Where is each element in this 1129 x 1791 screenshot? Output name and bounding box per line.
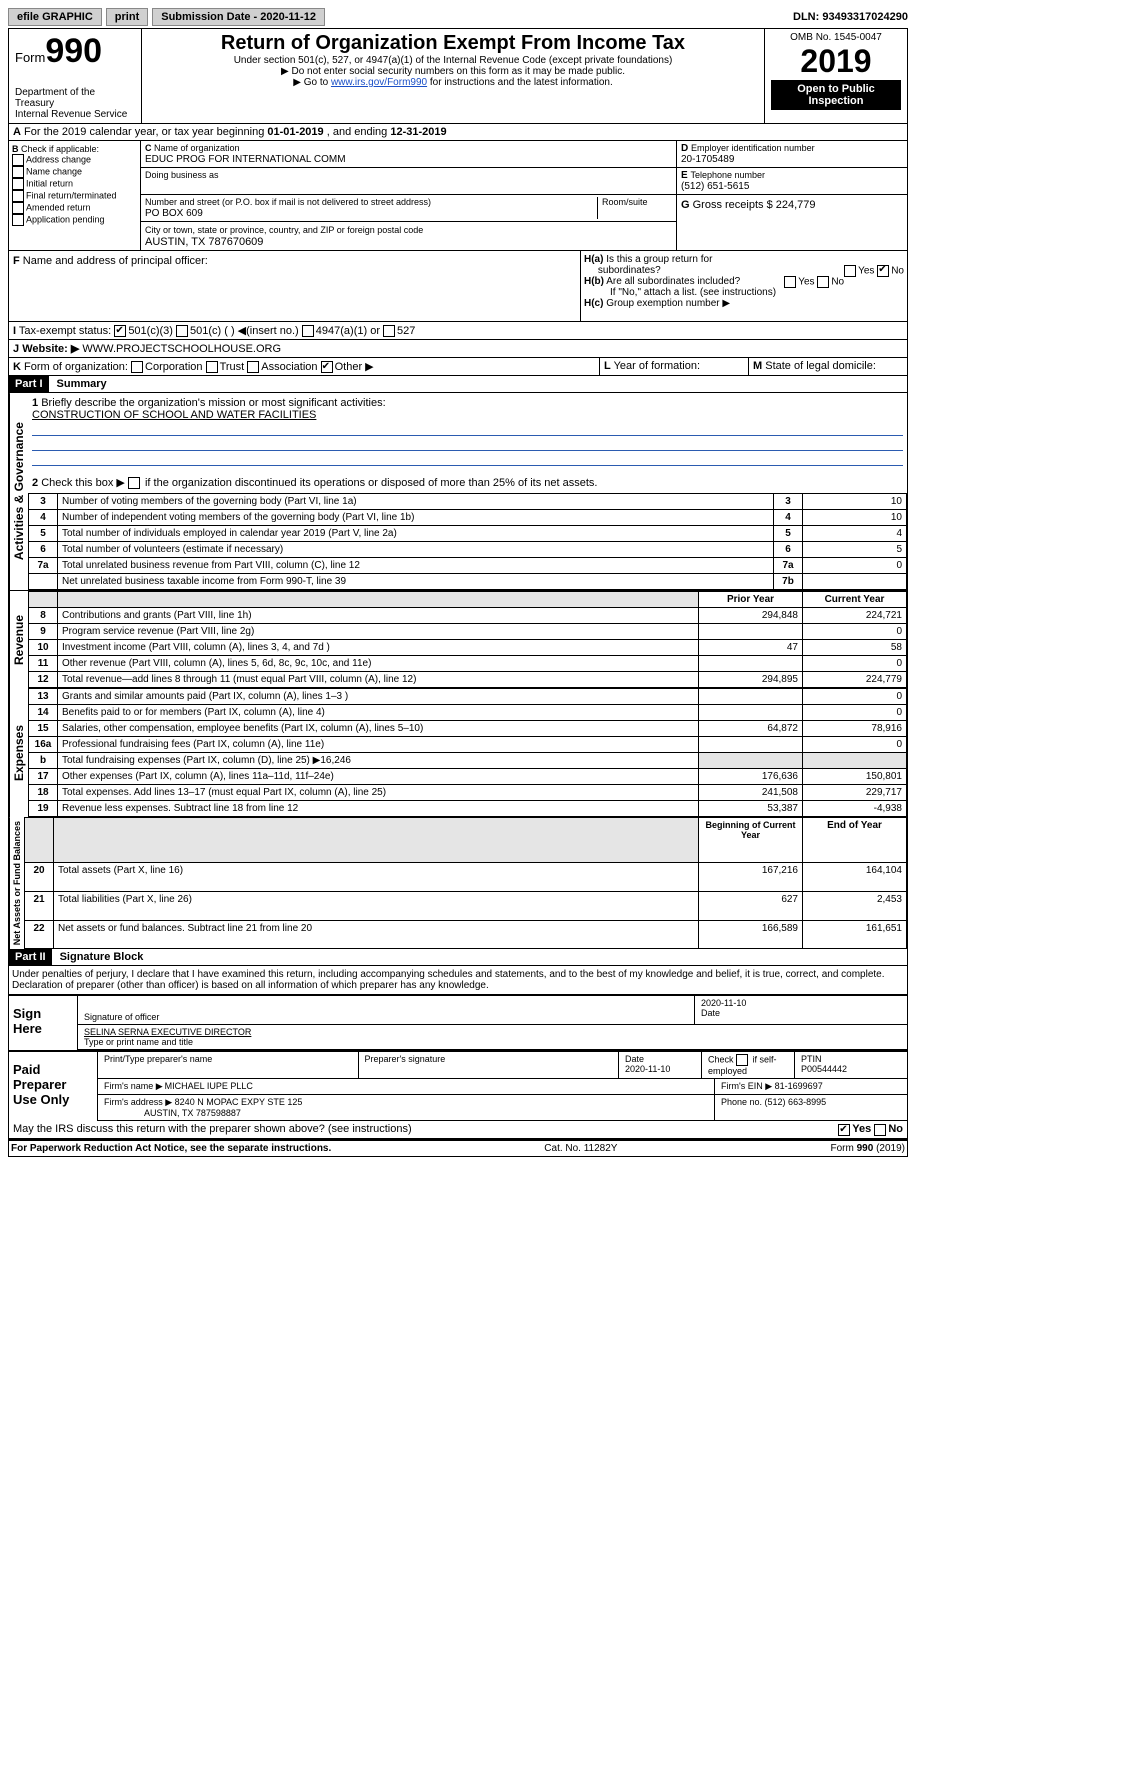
part-II-hdr: Part IISignature Block (9, 949, 907, 966)
section-BCDEFG: B Check if applicable: Address change Na… (9, 141, 907, 251)
dln: DLN: 93493317024290 (793, 11, 908, 23)
discuss-row: May the IRS discuss this return with the… (9, 1121, 907, 1138)
print-btn[interactable]: print (106, 8, 148, 26)
efile-btn[interactable]: efile GRAPHIC (8, 8, 102, 26)
hc-label: Group exemption number ▶ (606, 298, 730, 309)
col-DEG: D Employer identification number20-17054… (677, 141, 907, 250)
cb-selfemp[interactable] (736, 1054, 748, 1066)
officer-label: Name and address of principal officer: (23, 255, 208, 267)
cb-assoc[interactable] (247, 361, 259, 373)
cb-pending[interactable] (12, 214, 24, 226)
firm-name: MICHAEL IUPE PLLC (165, 1081, 253, 1091)
line-A: A For the 2019 calendar year, or tax yea… (9, 124, 907, 141)
state-label: State of legal domicile: (765, 360, 876, 372)
cb-corp[interactable] (131, 361, 143, 373)
officer-name: SELINA SERNA EXECUTIVE DIRECTOR (84, 1027, 251, 1037)
cb-initial[interactable] (12, 178, 24, 190)
top-toolbar: efile GRAPHIC print Submission Date - 20… (8, 8, 908, 26)
cb-final[interactable] (12, 190, 24, 202)
gov-table: 3Number of voting members of the governi… (28, 493, 907, 590)
line-I: I Tax-exempt status: 501(c)(3) 501(c) ( … (9, 322, 907, 340)
org-name: EDUC PROG FOR INTERNATIONAL COMM (145, 154, 346, 165)
open-public: Open to PublicInspection (771, 80, 901, 110)
form-word: Form (15, 50, 45, 65)
col-B: B Check if applicable: Address change Na… (9, 141, 141, 250)
col-C: C Name of organizationEDUC PROG FOR INTE… (141, 141, 677, 250)
form-990: Form990 Department of the Treasury Inter… (8, 28, 908, 1157)
org-city: AUSTIN, TX 787670609 (145, 236, 263, 248)
cb-501c[interactable] (176, 325, 188, 337)
mission-label: Briefly describe the organization's miss… (41, 397, 385, 409)
cb-name[interactable] (12, 166, 24, 178)
gross: 224,779 (776, 199, 816, 211)
phone: (512) 651-5615 (681, 181, 749, 192)
dba-label: Doing business as (145, 170, 219, 180)
cb-other[interactable] (321, 361, 333, 373)
ein: 20-1705489 (681, 154, 734, 165)
cb-amended[interactable] (12, 202, 24, 214)
rev-table: Prior YearCurrent Year 8Contributions an… (28, 591, 907, 688)
perjury: Under penalties of perjury, I declare th… (9, 966, 907, 994)
side-revenue: Revenue (9, 591, 28, 688)
irs: Internal Revenue Service (15, 109, 135, 120)
ha-no[interactable] (877, 265, 889, 277)
cb-501c3[interactable] (114, 325, 126, 337)
line-J: J Website: ▶ WWW.PROJECTSCHOOLHOUSE.ORG (9, 340, 907, 358)
yof-label: Year of formation: (614, 360, 700, 372)
form-header: Form990 Department of the Treasury Inter… (9, 29, 907, 124)
mission: CONSTRUCTION OF SCHOOL AND WATER FACILIT… (32, 409, 316, 421)
paid-preparer: Paid Preparer Use Only Print/Type prepar… (9, 1050, 907, 1121)
cb-address[interactable] (12, 154, 24, 166)
ptin: P00544442 (801, 1064, 847, 1074)
cb-trust[interactable] (206, 361, 218, 373)
irs-link[interactable]: www.irs.gov/Form990 (331, 77, 427, 88)
cb-527[interactable] (383, 325, 395, 337)
part-I-hdr: Part ISummary (9, 376, 907, 393)
hb-no[interactable] (817, 276, 829, 288)
hb-note: If "No," attach a list. (see instruction… (584, 287, 904, 298)
cb-discontinued[interactable] (128, 477, 140, 489)
website: WWW.PROJECTSCHOOLHOUSE.ORG (82, 343, 281, 355)
sub2: ▶ Do not enter social security numbers o… (148, 66, 758, 77)
exp-table: 13Grants and similar amounts paid (Part … (28, 688, 907, 817)
side-activities: Activities & Governance (9, 393, 28, 590)
side-netassets: Net Assets or Fund Balances (9, 817, 24, 949)
tax-year: 2019 (771, 43, 901, 80)
sub3: ▶ Go to www.irs.gov/Form990 for instruct… (148, 77, 758, 88)
sub1: Under section 501(c), 527, or 4947(a)(1)… (148, 55, 758, 66)
discuss-no[interactable] (874, 1124, 886, 1136)
hb-yes[interactable] (784, 276, 796, 288)
firm-phone: (512) 663-8995 (765, 1097, 827, 1107)
line-KLM: K Form of organization: Corporation Trus… (9, 358, 907, 376)
org-addr: PO BOX 609 (145, 208, 203, 219)
footer: For Paperwork Reduction Act Notice, see … (9, 1139, 907, 1156)
form-title: Return of Organization Exempt From Incom… (148, 32, 758, 55)
subdate-btn[interactable]: Submission Date - 2020-11-12 (152, 8, 325, 26)
omb: OMB No. 1545-0047 (771, 32, 901, 43)
form-number: 990 (45, 32, 102, 70)
firm-addr: 8240 N MOPAC EXPY STE 125 (175, 1097, 303, 1107)
ha-yes[interactable] (844, 265, 856, 277)
cb-4947[interactable] (302, 325, 314, 337)
section-FH: F Name and address of principal officer:… (9, 251, 907, 322)
firm-ein: 81-1699697 (775, 1081, 823, 1091)
dept: Department of the Treasury (15, 87, 135, 109)
discuss-yes[interactable] (838, 1124, 850, 1136)
net-table: Beginning of Current YearEnd of Year 20T… (24, 817, 907, 949)
side-expenses: Expenses (9, 688, 28, 817)
sign-here: Sign Here Signature of officer2020-11-10… (9, 994, 907, 1050)
